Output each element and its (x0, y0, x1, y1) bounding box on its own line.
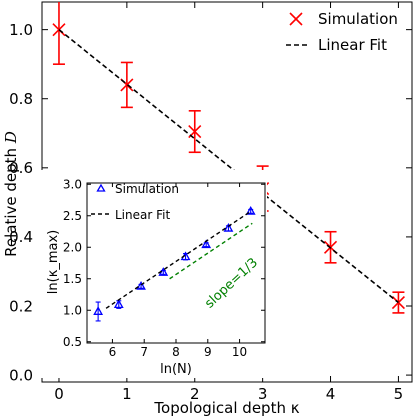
inset-x-axis-label-text: ln(N) (160, 362, 192, 377)
main-y-tick-label: 0.4 (9, 228, 33, 246)
inset-chart: 6 7 8 9 10 0.5 1.0 1.5 2.0 2.5 3.0 ln(N) ln(κ_max… (38, 170, 267, 378)
main-series-linear-fit-line (58, 29, 399, 304)
main-x-tick-label: 0 (54, 385, 64, 403)
inset-x-tick-label: 8 (172, 345, 180, 359)
inset-legend-label-simulation: Simulation (115, 182, 179, 196)
main-x-tick-label: 1 (122, 385, 132, 403)
inset-series (93, 206, 256, 322)
main-x-axis-label: Topological depth κ (153, 399, 299, 417)
main-x-ticks: 0 1 2 3 4 5 (54, 2, 403, 403)
inset-x-ticks: 6 7 8 9 10 (109, 183, 247, 359)
inset-y-tick-label: 2.0 (63, 240, 82, 254)
main-x-tick-label: 4 (326, 385, 336, 403)
inset-series-simulation-point (201, 239, 212, 249)
inset-y-tick-label: 0.5 (63, 335, 82, 349)
main-series (52, 2, 405, 314)
inset-x-tick-label: 6 (109, 345, 117, 359)
main-x-tick-label: 3 (258, 385, 268, 403)
inset-y-tick-label: 3.0 (63, 177, 82, 191)
main-y-axis-label: Relative depth D (2, 131, 20, 257)
inset-series-simulation-point (113, 299, 124, 309)
inset-series-linear-fit-line (105, 210, 252, 309)
inset-y-tick-label: 2.5 (63, 209, 82, 223)
inset-y-ticks: 0.5 1.0 1.5 2.0 2.5 3.0 (63, 177, 265, 349)
inset-y-axis-label: ln(κ_max) (46, 230, 61, 294)
main-y-tick-label: 0.6 (9, 159, 33, 177)
inset-series-simulation-point (136, 280, 146, 290)
inset-legend: Simulation Linear Fit (91, 182, 179, 222)
main-y-tick-label: 0.2 (9, 297, 33, 315)
main-legend-label-fit: Linear Fit (318, 36, 387, 54)
main-legend-label-simulation: Simulation (318, 10, 398, 28)
main-y-axis-label-symbol: D (2, 131, 20, 144)
inset-x-tick-label: 9 (204, 345, 212, 359)
main-x-tick-label: 5 (394, 385, 404, 403)
inset-legend-marker-simulation (96, 183, 106, 192)
inset-x-tick-label: 10 (232, 345, 247, 359)
main-y-tick-label: 1.0 (9, 21, 33, 39)
main-legend: Simulation Linear Fit (286, 10, 398, 54)
inset-x-axis-label: ln(N) (160, 362, 192, 377)
main-x-tick-label: 2 (190, 385, 200, 403)
inset-y-tick-label: 1.5 (63, 272, 82, 286)
inset-series-simulation-point (223, 223, 234, 232)
main-y-axis-label-text: Relative depth (2, 143, 20, 257)
inset-y-tick-label: 1.0 (63, 303, 82, 317)
main-y-tick-label: 0.8 (9, 90, 33, 108)
inset-series-simulation-point (245, 206, 256, 215)
inset-series-simulation-point (93, 306, 104, 315)
inset-series-guide-2-line (169, 222, 253, 280)
inset-y-axis-label-text: ln(κ_max) (46, 230, 61, 294)
main-y-tick-label: 0.0 (9, 366, 33, 384)
main-series-simulation-point-stroke-b (120, 78, 134, 92)
main-legend-marker-simulation (289, 12, 303, 26)
inset-legend-label-fit: Linear Fit (115, 208, 170, 222)
inset-x-tick-label: 7 (140, 345, 148, 359)
